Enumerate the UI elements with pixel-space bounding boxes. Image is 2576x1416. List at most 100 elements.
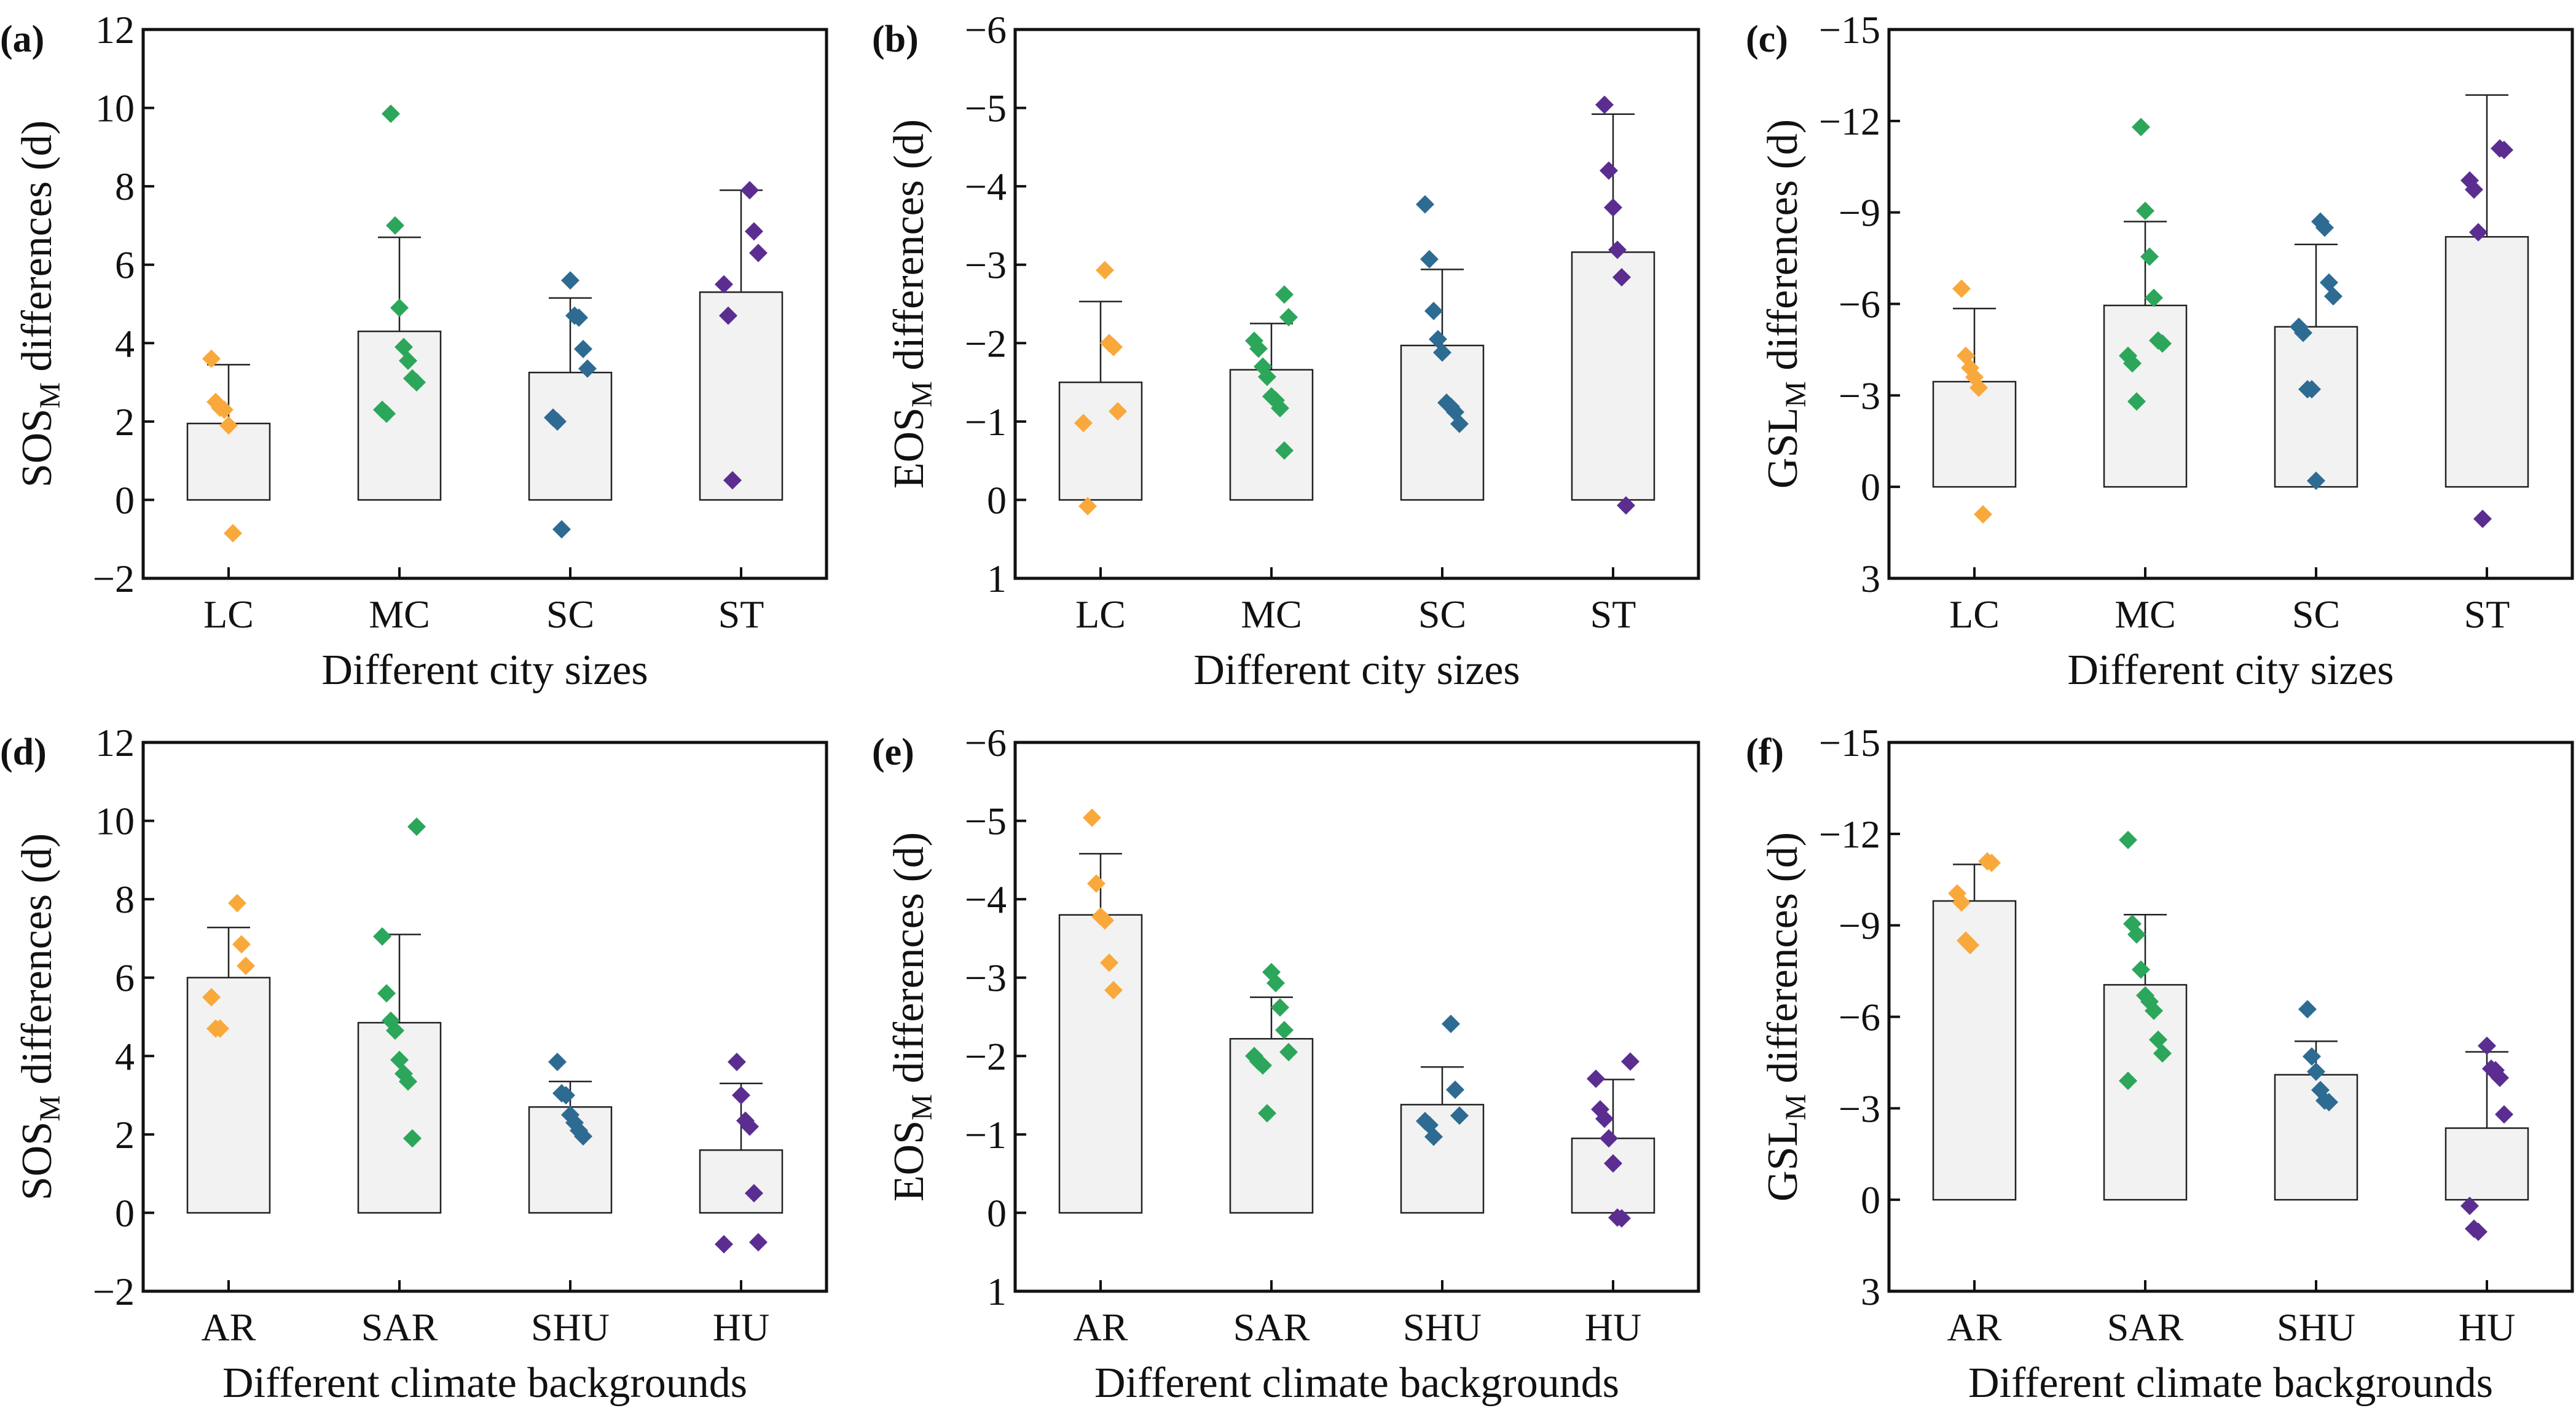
data-point-AR (1083, 808, 1101, 827)
data-point-SHU (2320, 1093, 2338, 1112)
y-tick-label: 6 (115, 956, 135, 1000)
data-point-ST (723, 471, 742, 490)
data-point-SAR (2119, 1071, 2137, 1090)
data-point-SAR (2119, 830, 2137, 849)
data-point-AR (1100, 953, 1118, 972)
x-tick-label: SC (2292, 592, 2340, 636)
y-axis-label-subscript: M (34, 382, 66, 409)
data-point-AR (1952, 893, 1971, 912)
data-point-SC (574, 339, 592, 358)
data-point-SC (2307, 471, 2325, 490)
y-axis-label-subscript: M (1780, 381, 1812, 407)
x-axis-label: Different city sizes (2067, 647, 2393, 694)
panel-label: (a) (0, 18, 44, 60)
data-point-HU (715, 1235, 733, 1254)
data-point-SC (578, 359, 597, 378)
data-point-SAR (2149, 1030, 2167, 1049)
y-tick-label: −2 (965, 1034, 1007, 1078)
y-tick-label: −5 (965, 87, 1007, 130)
panel-a: −2 0 2 4 6 8 10 12 LC MC SC ST Different city sizes S… (0, 8, 828, 694)
bar-ST (2444, 236, 2529, 488)
axes-frame (141, 741, 828, 1293)
y-tick-label: 3 (1861, 557, 1880, 600)
data-point-HU (2491, 1068, 2509, 1087)
data-point-SAR (399, 1072, 417, 1091)
y-axis-label-subscript: M (906, 1094, 938, 1120)
bar-SAR (1229, 1037, 1314, 1214)
data-point-SAR (377, 984, 396, 1003)
data-point-SC (570, 308, 588, 327)
data-point-AR (1961, 935, 1979, 954)
data-point-LC (1096, 261, 1114, 280)
data-point-ST (2469, 222, 2488, 242)
panel-e: 1 0 −1 −2 −3 −4 −5 −6 AR SAR SHU HU Different climat… (872, 721, 1700, 1407)
x-axis-label: Different city sizes (1193, 647, 1520, 694)
x-axis-label: Different climate backgrounds (1968, 1359, 2493, 1407)
y-tick-label: −15 (1819, 721, 1880, 765)
data-point-SAR (2153, 1044, 2172, 1063)
bar-MC (357, 330, 442, 501)
data-point-HU (745, 1184, 763, 1203)
y-tick-label: 0 (1861, 1178, 1880, 1222)
data-point-HU (1587, 1069, 1605, 1088)
data-point-HU (728, 1052, 746, 1071)
bar-AR (1058, 914, 1143, 1214)
data-point-ST (2465, 180, 2483, 199)
data-point-SC (1433, 343, 1451, 362)
y-tick-label: −12 (1819, 100, 1880, 143)
data-point-ST (2473, 509, 2492, 529)
data-point-MC (1249, 339, 1268, 358)
y-axis-label-main: SOS (14, 1122, 61, 1200)
data-point-SAR (1254, 1056, 1272, 1075)
data-point-ST (715, 275, 733, 294)
data-point-SHU (1442, 1014, 1460, 1033)
y-tick-label: −1 (965, 400, 1007, 444)
x-tick-label: LC (203, 592, 254, 636)
data-point-SAR (1275, 1021, 1294, 1040)
x-tick-label: SHU (2277, 1305, 2355, 1349)
data-point-ST (1595, 95, 1614, 114)
y-tick-label: −12 (1819, 812, 1880, 856)
data-point-SAR (403, 1129, 422, 1148)
data-point-MC (407, 373, 426, 392)
x-tick-label: SAR (1233, 1305, 1310, 1349)
data-point-MC (386, 216, 404, 235)
data-point-ST (745, 222, 763, 241)
data-point-SHU (2307, 1062, 2325, 1081)
y-tick-label: 4 (115, 1034, 135, 1078)
data-point-SC (561, 271, 579, 290)
y-axis-label: EOSM differences (d) (886, 119, 938, 489)
panel-f: 3 0 −3 −6 −9 −12 −15 AR SAR SHU HU Different climat… (1746, 721, 2574, 1407)
y-tick-label: 12 (95, 8, 135, 52)
data-point-MC (1275, 285, 1294, 304)
data-point-ST (719, 306, 737, 325)
x-axis-label: Different climate backgrounds (222, 1359, 747, 1407)
y-tick-label: −4 (965, 165, 1007, 208)
data-point-SHU (1424, 1127, 1443, 1146)
y-tick-label: 10 (95, 87, 135, 130)
y-axis-label-subscript: M (1780, 1094, 1812, 1120)
data-point-MC (1271, 399, 1289, 418)
data-point-AR (237, 956, 255, 975)
y-axis-label-rest: differences (d) (14, 833, 61, 1095)
y-tick-label: −4 (965, 878, 1007, 921)
y-tick-label: 8 (115, 878, 135, 921)
y-tick-label: 0 (987, 478, 1007, 522)
y-axis-label: GSLM differences (d) (1759, 832, 1812, 1202)
data-point-SAR (2132, 960, 2150, 979)
data-point-SC (1424, 301, 1443, 320)
bar-SC (2274, 326, 2358, 488)
data-point-SHU (557, 1086, 575, 1105)
data-point-LC (215, 400, 234, 419)
bar-LC (186, 422, 271, 501)
y-axis-label-rest: differences (d) (1759, 832, 1807, 1094)
data-point-HU (749, 1233, 768, 1252)
bar-SAR (357, 1021, 442, 1214)
data-point-AR (1087, 874, 1105, 893)
data-point-SHU (1446, 1080, 1464, 1099)
data-point-MC (2140, 247, 2159, 266)
data-point-ST (1600, 161, 1618, 180)
bar-ST (1571, 251, 1655, 501)
y-axis-label-rest: differences (d) (886, 119, 933, 381)
axes-frame (1013, 741, 1700, 1293)
